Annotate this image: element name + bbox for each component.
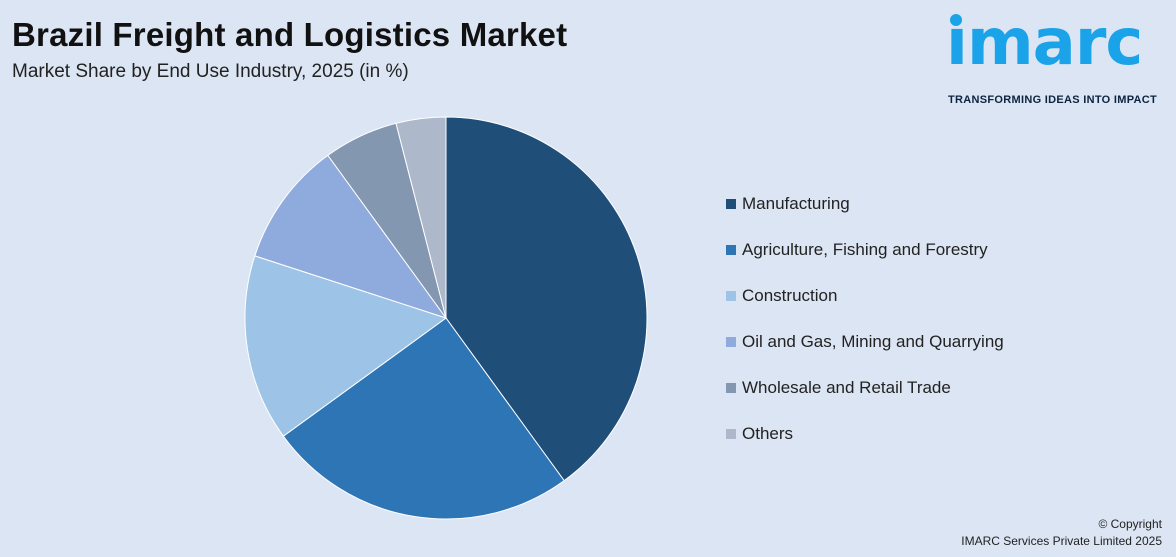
pie-slice-others	[395, 116, 447, 319]
logo-wordmark: ımarc	[946, 6, 1143, 80]
chart-title: Brazil Freight and Logistics Market	[12, 16, 568, 53]
legend-item: Construction	[726, 285, 1004, 307]
chart-subtitle: Market Share by End Use Industry, 2025 (…	[12, 61, 409, 82]
legend-item: Agriculture, Fishing and Forestry	[726, 239, 1004, 261]
legend-label: Manufacturing	[742, 194, 850, 213]
imarc-logo: ımarc TRANSFORMING IDEAS INTO IMPACT	[946, 6, 1172, 112]
copyright-line-1: © Copyright	[1098, 517, 1162, 531]
legend-item: Manufacturing	[726, 193, 1004, 215]
copyright: © Copyright IMARC Services Private Limit…	[961, 516, 1162, 550]
pie-slice-oil-and-gas-mining-and-quarrying	[254, 154, 448, 319]
legend-swatch	[726, 383, 736, 393]
legend-swatch	[726, 429, 736, 439]
legend-item: Oil and Gas, Mining and Quarrying	[726, 331, 1004, 353]
legend-item: Wholesale and Retail Trade	[726, 377, 1004, 399]
legend-item: Others	[726, 423, 1004, 445]
legend-label: Oil and Gas, Mining and Quarrying	[742, 332, 1004, 351]
pie-slice-manufacturing	[445, 116, 648, 482]
legend-label: Others	[742, 424, 794, 443]
legend-swatch	[726, 291, 736, 301]
pie-slice-agriculture-fishing-and-forestry	[282, 317, 565, 520]
logo-dot-icon	[950, 14, 962, 26]
legend-swatch	[726, 199, 736, 209]
legend-label: Wholesale and Retail Trade	[742, 378, 951, 397]
copyright-line-2: IMARC Services Private Limited 2025	[961, 534, 1162, 548]
logo-tagline: TRANSFORMING IDEAS INTO IMPACT	[948, 94, 1158, 106]
chart-legend: Manufacturing Agriculture, Fishing and Fo…	[726, 193, 1004, 469]
legend-label: Construction	[742, 286, 838, 305]
pie-slice-construction	[244, 255, 448, 437]
legend-swatch	[726, 245, 736, 255]
legend-swatch	[726, 337, 736, 347]
legend-label: Agriculture, Fishing and Forestry	[742, 240, 988, 259]
